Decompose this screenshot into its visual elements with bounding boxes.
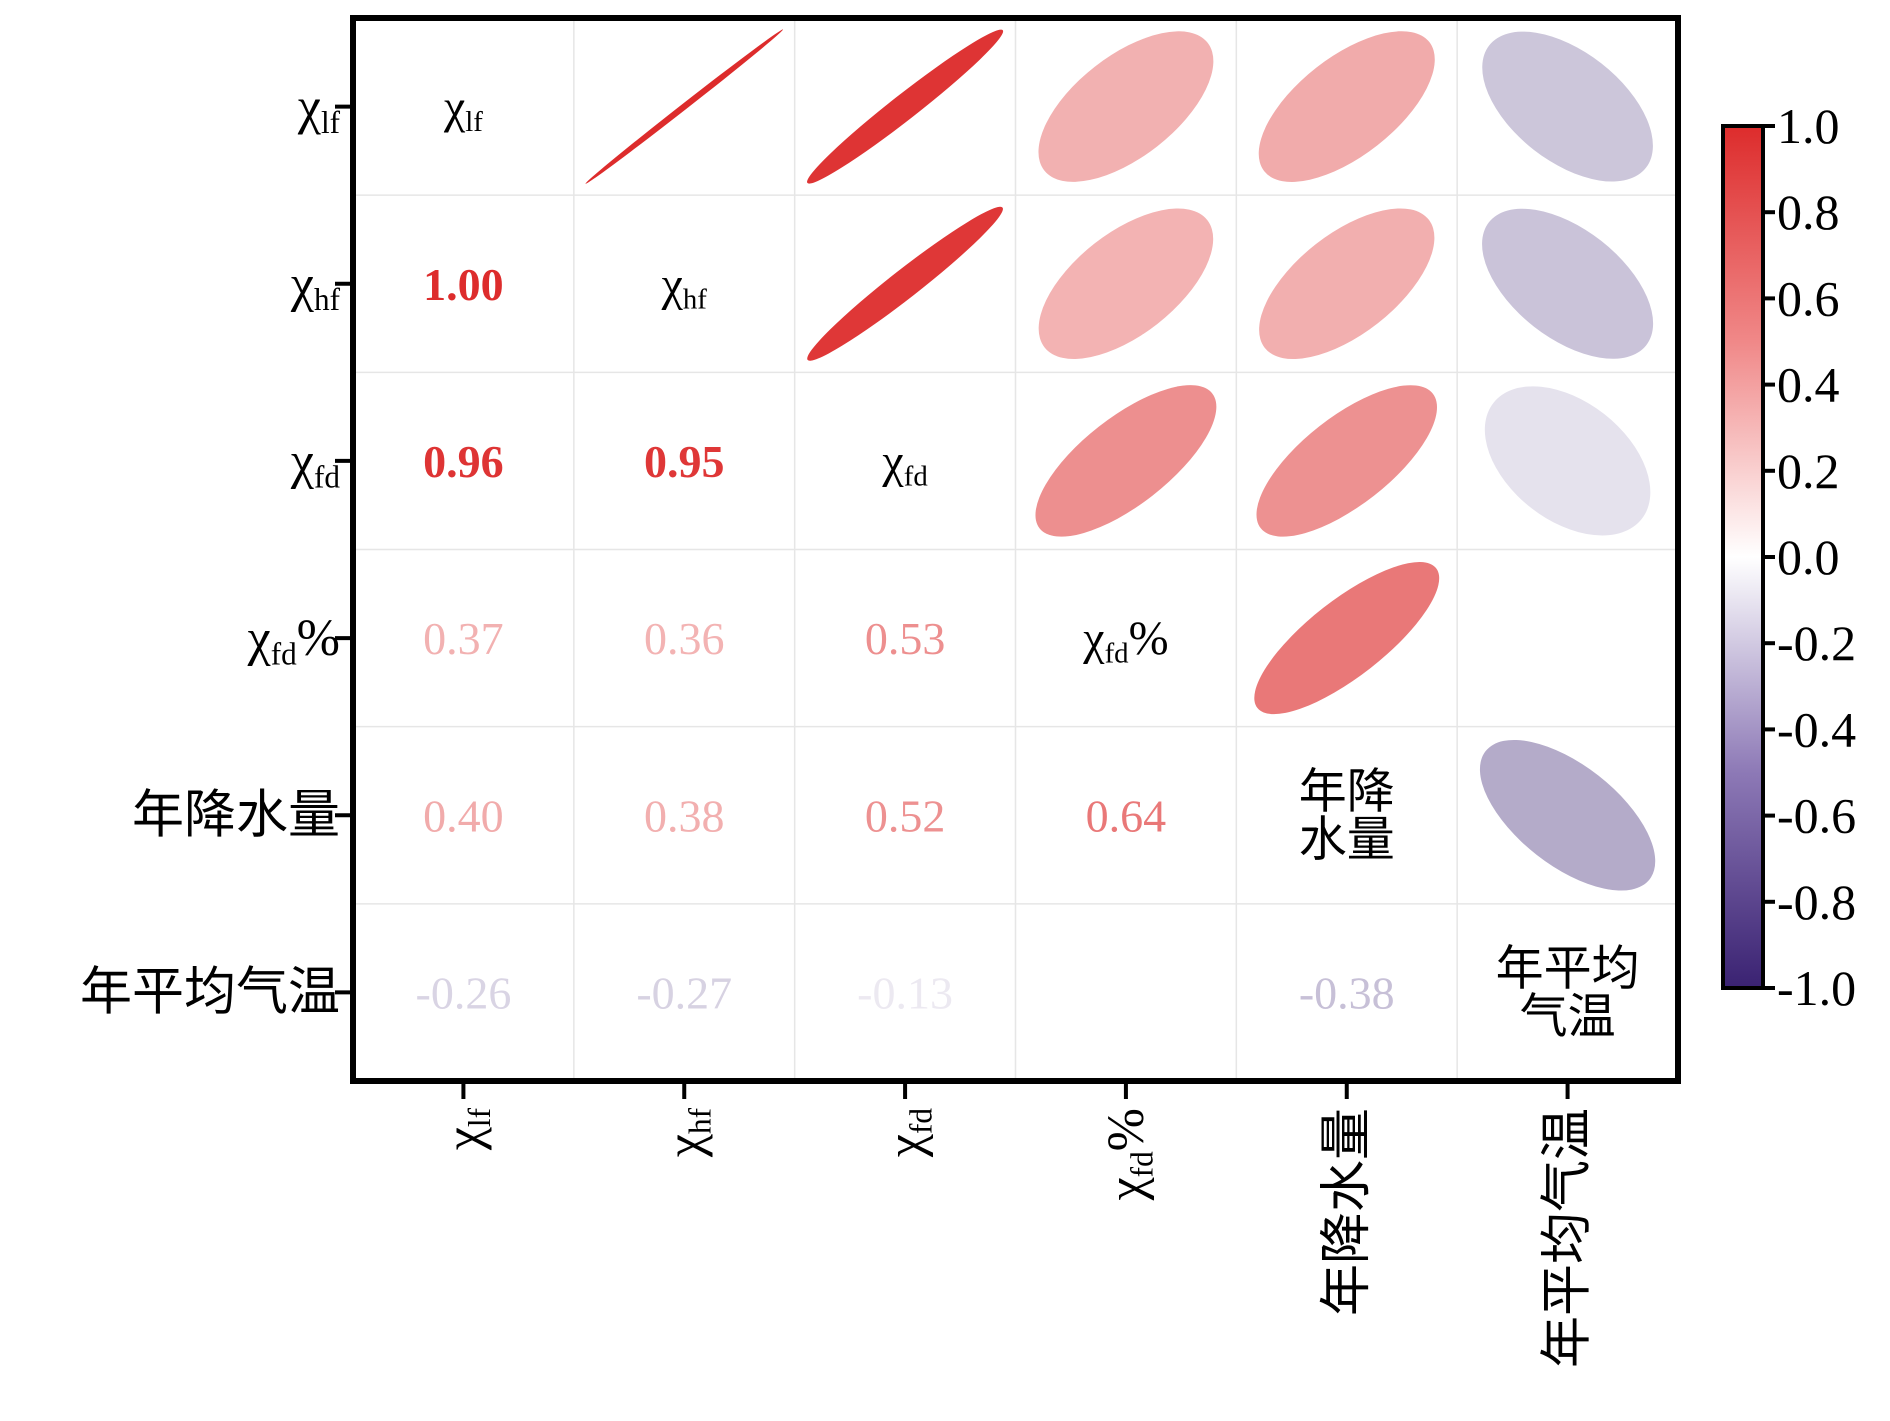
diagonal-label-xfd: χfd	[881, 435, 928, 493]
colorbar-tick-label: -0.6	[1777, 788, 1856, 844]
ellipse-xfdp-rain	[1254, 562, 1440, 715]
coef-temp-xfd: -0.13	[857, 967, 953, 1018]
diagonal-label-temp: 年平均	[1496, 942, 1640, 995]
y-label-xhf: χhf	[290, 256, 341, 317]
ellipse-xhf-rain	[1259, 208, 1435, 360]
y-label-rain: 年降水量	[132, 787, 340, 844]
colorbar-ticks: 1.0 0.8 0.6 0.4 0.2 0.0 -0.2 -0.4 -0.6 -0.8 -1.0	[1763, 98, 1856, 1016]
colorbar-tick-label: 1.0	[1777, 98, 1840, 154]
y-label-xlf: χlf	[297, 79, 341, 140]
ellipse-rain-temp	[1479, 739, 1656, 891]
coef-xfdp-xhf: 0.36	[644, 613, 725, 664]
plot-frame	[350, 15, 1681, 1084]
coef-temp-xhf: -0.27	[636, 967, 732, 1018]
y-label-xfdp: χfd%	[247, 610, 340, 671]
ellipse-xlf-xfdp	[1038, 31, 1214, 182]
x-axis: χlf χhf χfd χfd% 年降水量 年平均气温	[435, 1081, 1597, 1368]
diagonal-label-rain: 水量	[1299, 813, 1395, 866]
ellipse-layer	[585, 29, 1656, 891]
colorbar-tick-label: 0.0	[1777, 529, 1840, 585]
colorbar-tick-label: -1.0	[1777, 960, 1856, 1016]
x-label-xfd: χfd	[877, 1108, 938, 1158]
ellipse-xfd-temp	[1484, 386, 1651, 536]
y-label-temp: 年平均气温	[80, 964, 340, 1021]
x-label-temp: 年平均气温	[1540, 1108, 1597, 1368]
colorbar: 1.0 0.8 0.6 0.4 0.2 0.0 -0.2 -0.4 -0.6 -0.8 -1.0	[1721, 98, 1856, 1016]
ellipse-xlf-rain	[1258, 31, 1435, 182]
coef-xfd-xlf: 0.96	[423, 436, 504, 487]
ellipse-xlf-xfd	[807, 29, 1004, 184]
coef-rain-xlf: 0.40	[423, 790, 504, 841]
grid-lines	[353, 18, 1678, 1081]
colorbar-tick-label: -0.8	[1777, 874, 1856, 930]
coef-temp-rain: -0.38	[1299, 967, 1395, 1018]
coefficient-labels: 1.00 0.96 0.95 0.37 0.36 0.53 0.40 0.38 0.52 0.64…	[416, 259, 1395, 1019]
coef-xfdp-xfd: 0.53	[865, 613, 946, 664]
x-label-rain: 年降水量	[1319, 1108, 1376, 1316]
colorbar-tick-label: 0.6	[1777, 270, 1840, 326]
ellipse-xlf-xhf	[585, 29, 783, 184]
x-label-xhf: χhf	[656, 1107, 717, 1158]
colorbar-tick-label: 0.4	[1777, 357, 1840, 413]
ellipse-xfd-xfdp	[1035, 385, 1217, 537]
diagonal-label-xlf: χlf	[443, 81, 483, 139]
coef-xhf-xlf: 1.00	[423, 259, 504, 310]
diagonal-label-temp: 气温	[1520, 990, 1616, 1043]
diagonal-label-rain: 年降	[1299, 765, 1395, 818]
colorbar-tick-label: -0.4	[1777, 701, 1856, 757]
colorbar-tick-label: -0.2	[1777, 615, 1856, 671]
ellipse-xhf-xfd	[807, 206, 1003, 361]
y-label-xfd: χfd	[290, 433, 340, 494]
coef-xfdp-xlf: 0.37	[423, 613, 504, 664]
diagonal-label-xfdp: χfd%	[1082, 612, 1168, 670]
colorbar-gradient	[1721, 124, 1765, 990]
coef-temp-xlf: -0.26	[416, 967, 512, 1018]
x-label-xlf: χlf	[435, 1107, 496, 1151]
diagonal-label-xhf: χhf	[661, 258, 708, 316]
colorbar-tick-label: 0.2	[1777, 443, 1840, 499]
coef-xfd-xhf: 0.95	[644, 436, 725, 487]
x-label-xfdp: χfd%	[1098, 1108, 1159, 1201]
colorbar-tick-label: 0.8	[1777, 184, 1840, 240]
coef-rain-xfd: 0.52	[865, 790, 946, 841]
ellipse-xhf-xfdp	[1038, 208, 1214, 359]
ellipse-xhf-temp	[1482, 208, 1654, 359]
coef-rain-xfdp: 0.64	[1086, 790, 1167, 841]
ellipse-xlf-temp	[1482, 31, 1653, 182]
coef-rain-xhf: 0.38	[644, 790, 725, 841]
ellipse-xfd-rain	[1256, 385, 1438, 537]
